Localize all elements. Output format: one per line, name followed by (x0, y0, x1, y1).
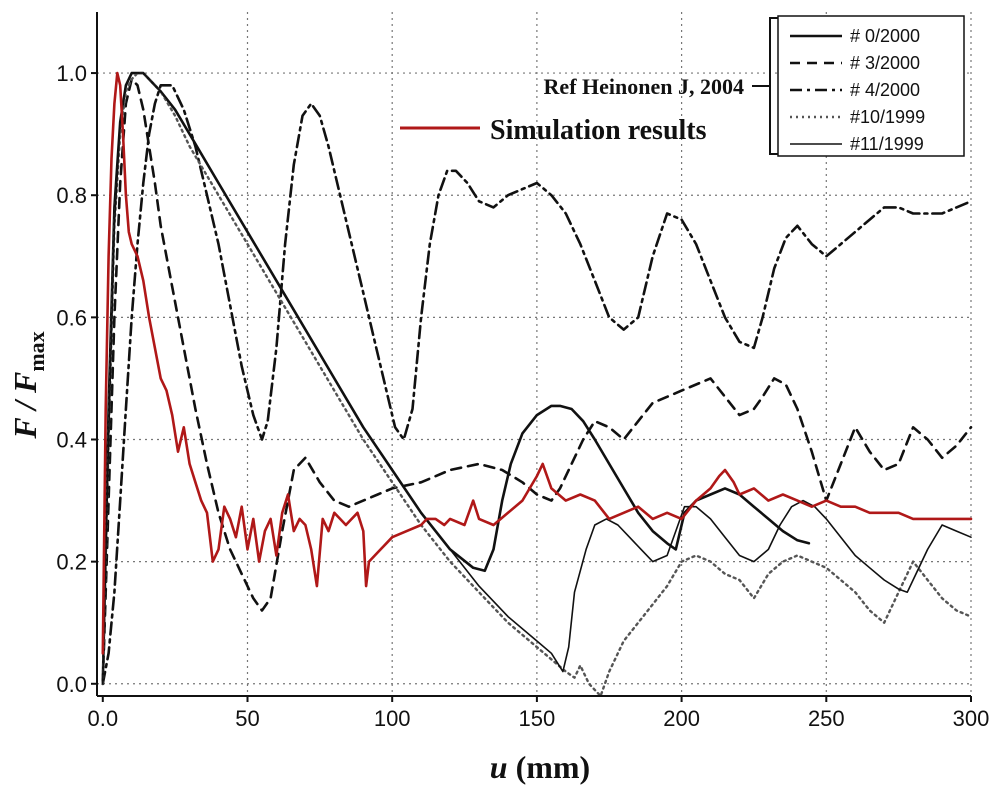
x-tick-label: 50 (235, 706, 259, 731)
axes (91, 12, 972, 702)
y-axis-title: F / Fmax (7, 331, 49, 439)
legend-entry: # 4/2000 (850, 80, 920, 100)
legend-entry: # 0/2000 (850, 26, 920, 46)
y-tick-label: 0.2 (56, 550, 87, 575)
y-tick-label: 0.4 (56, 428, 87, 453)
series-11-1999 (102, 72, 972, 685)
x-tick-label: 100 (374, 706, 411, 731)
series-group (101, 71, 973, 698)
legend-entry: #10/1999 (850, 107, 925, 127)
series-4-2000 (101, 84, 973, 686)
tick-labels: 0.0 50 100 150 200 250 300 0.0 0.2 0.4 0.6 0.8 1.0 (56, 61, 989, 731)
legend: # 0/2000 # 3/2000 # 4/2000 #10/1999 #11/1999 (777, 15, 965, 157)
x-tick-label: 250 (808, 706, 845, 731)
grid (97, 12, 972, 696)
x-tick-label: 200 (663, 706, 700, 731)
legend-entry: # 3/2000 (850, 53, 920, 73)
simulation-label: Simulation results (490, 115, 707, 146)
y-tick-label: 0.6 (56, 305, 87, 330)
legend-entry: #11/1999 (850, 134, 924, 154)
series-simulation-results (101, 71, 973, 655)
series-0-2000 (101, 71, 811, 686)
y-tick-label: 1.0 (56, 61, 87, 86)
y-tick-label: 0.0 (56, 672, 87, 697)
x-axis-title: u (mm) (490, 749, 590, 785)
reference-bracket (769, 17, 778, 155)
x-tick-label: 300 (953, 706, 990, 731)
reference-label: Ref Heinonen J, 2004 (544, 74, 744, 99)
x-tick-label: 0.0 (87, 706, 118, 731)
y-tick-label: 0.8 (56, 183, 87, 208)
legend-box (777, 15, 965, 157)
x-tick-label: 150 (519, 706, 556, 731)
